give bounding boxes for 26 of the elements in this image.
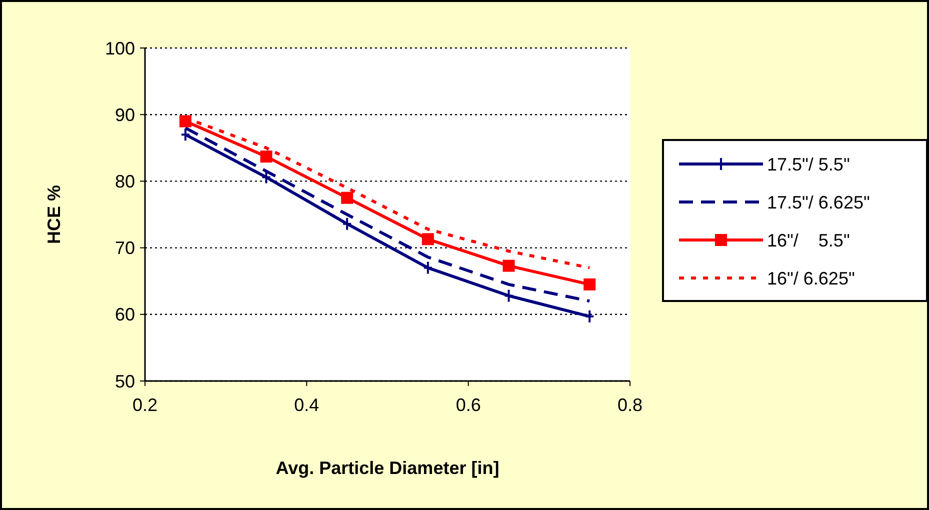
legend-label: 17.5"/ 5.5" bbox=[767, 154, 850, 174]
y-tick-label: 80 bbox=[114, 172, 135, 192]
point bbox=[504, 288, 514, 303]
point bbox=[422, 233, 434, 246]
legend-label: 16"/ 6.625" bbox=[767, 268, 855, 288]
point bbox=[342, 216, 352, 231]
y-axis-title: HCE % bbox=[44, 184, 64, 244]
x-tick-label: 0.6 bbox=[456, 395, 481, 415]
point bbox=[260, 150, 272, 163]
point bbox=[502, 260, 515, 272]
y-tick-label: 50 bbox=[114, 371, 135, 392]
point bbox=[341, 192, 354, 204]
x-tick-label: 0.4 bbox=[294, 395, 320, 415]
point bbox=[584, 278, 596, 290]
x-tick-label: 0.8 bbox=[617, 395, 643, 415]
point bbox=[179, 115, 192, 128]
x-tick-label: 0.2 bbox=[132, 395, 158, 415]
point bbox=[422, 260, 433, 275]
legend-label: 16"/ 5.5" bbox=[767, 230, 850, 250]
point bbox=[261, 170, 272, 184]
legend-label: 17.5"/ 6.625" bbox=[767, 192, 870, 212]
x-axis-title: Avg. Particle Diameter [in] bbox=[276, 458, 500, 478]
y-tick-label: 60 bbox=[114, 304, 135, 325]
y-tick-label: 90 bbox=[114, 104, 135, 125]
y-tick-label: 100 bbox=[104, 38, 135, 58]
y-tick-label: 70 bbox=[114, 238, 135, 258]
